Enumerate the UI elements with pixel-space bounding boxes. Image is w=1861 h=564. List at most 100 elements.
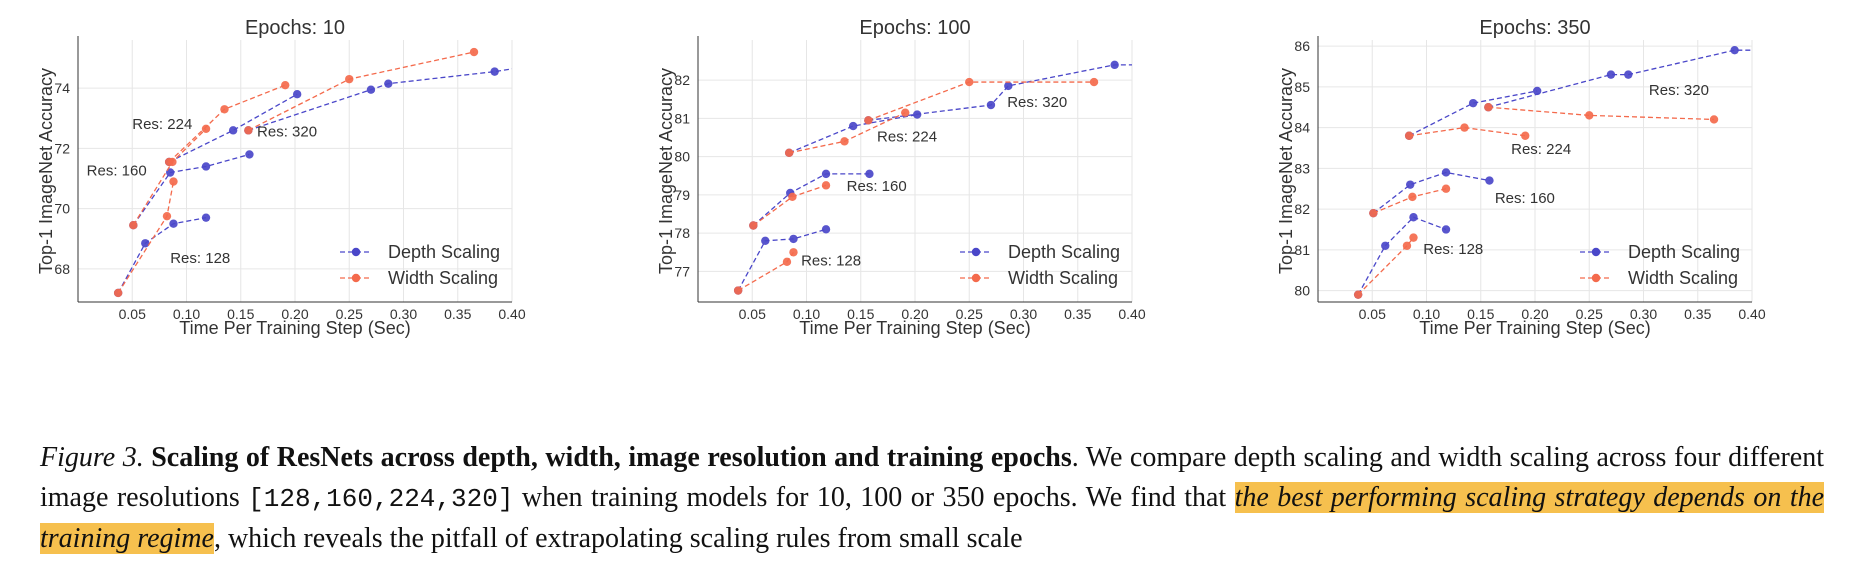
x-tick-label: 0.30 xyxy=(1630,306,1657,322)
depth-data-point xyxy=(201,162,211,171)
x-tick-label: 0.20 xyxy=(1521,306,1548,322)
x-axis-label: Time Per Training Step (Sec) xyxy=(1419,318,1650,338)
x-tick-label: 0.40 xyxy=(498,306,525,322)
x-tick-label: 0.10 xyxy=(1413,306,1440,322)
chart-title: Epochs: 100 xyxy=(859,17,970,39)
width-data-point xyxy=(113,288,123,298)
x-tick-label: 0.35 xyxy=(444,306,471,322)
depth-data-point xyxy=(245,150,254,159)
legend-label-depth: Depth Scaling xyxy=(1628,242,1740,262)
x-tick-label: 0.30 xyxy=(390,306,417,322)
resolution-annotation: Res: 160 xyxy=(87,163,147,180)
width-data-point xyxy=(469,47,479,57)
width-data-point xyxy=(788,192,797,202)
x-tick-label: 0.05 xyxy=(119,306,146,322)
depth-data-point xyxy=(821,225,831,234)
depth-data-point xyxy=(1409,213,1418,222)
chart-title: Epochs: 10 xyxy=(245,17,345,39)
resolution-annotation: Res: 160 xyxy=(1495,190,1555,207)
x-tick-label: 0.35 xyxy=(1064,306,1091,322)
depth-series-line-res-320 xyxy=(1488,49,1752,108)
width-data-point xyxy=(1709,115,1719,124)
width-data-point xyxy=(244,126,253,135)
depth-data-point xyxy=(1406,180,1415,189)
depth-series-line-res-224 xyxy=(1408,90,1538,137)
depth-data-point xyxy=(1485,176,1494,185)
x-tick-label: 0.05 xyxy=(1359,306,1386,322)
y-tick-label: 85 xyxy=(1294,79,1310,95)
chart-title: Epochs: 350 xyxy=(1479,17,1590,39)
width-data-point xyxy=(821,181,831,190)
x-tick-label: 0.25 xyxy=(336,306,363,322)
resolution-annotation: Res: 128 xyxy=(170,250,230,267)
width-data-point xyxy=(864,116,873,125)
width-data-point xyxy=(129,221,138,230)
x-tick-label: 0.40 xyxy=(1738,306,1765,322)
y-tick-label: 81 xyxy=(674,110,690,126)
y-tick-label: 72 xyxy=(54,140,70,156)
depth-data-point xyxy=(1730,45,1739,55)
caption-title: Scaling of ResNets across depth, width, … xyxy=(151,442,1072,473)
depth-series-line-res-224 xyxy=(168,93,298,163)
width-data-point xyxy=(1089,77,1099,87)
legend-label-depth: Depth Scaling xyxy=(388,242,500,262)
width-data-point xyxy=(1441,184,1451,193)
depth-series-line-res-128 xyxy=(117,217,207,294)
legend-label-depth: Depth Scaling xyxy=(1008,242,1120,262)
depth-data-point xyxy=(986,100,996,110)
width-data-point xyxy=(789,248,798,257)
depth-series-line-res-160 xyxy=(132,153,250,226)
legend-label-width: Width Scaling xyxy=(1008,268,1118,288)
resolution-annotation: Res: 320 xyxy=(257,123,317,140)
depth-data-point xyxy=(1110,60,1119,70)
resolution-annotation: Res: 224 xyxy=(132,116,192,133)
depth-data-point xyxy=(1441,225,1451,234)
depth-data-point xyxy=(821,169,831,179)
depth-series-line-res-224 xyxy=(788,113,918,154)
y-tick-label: 80 xyxy=(674,149,690,165)
y-tick-label: 82 xyxy=(1294,201,1310,217)
y-tick-label: 81 xyxy=(1294,242,1310,258)
width-data-point xyxy=(1402,241,1412,250)
y-tick-label: 78 xyxy=(674,225,690,241)
y-tick-label: 82 xyxy=(674,72,690,88)
figure-caption: Figure 3. Scaling of ResNets across dept… xyxy=(40,438,1825,559)
width-data-point xyxy=(749,221,758,230)
width-data-point xyxy=(1353,290,1363,299)
legend-marker-depth xyxy=(971,247,981,257)
depth-series-line-res-320 xyxy=(868,64,1132,121)
width-data-point xyxy=(1369,208,1378,218)
width-data-point xyxy=(1521,131,1530,140)
width-series-line-res-224 xyxy=(1409,126,1526,137)
x-tick-label: 0.35 xyxy=(1684,306,1711,322)
resolution-annotation: Res: 160 xyxy=(847,178,907,195)
y-tick-label: 83 xyxy=(1294,160,1310,176)
depth-series-line-res-128 xyxy=(737,228,827,291)
legend-marker-width xyxy=(971,273,981,283)
depth-data-point xyxy=(789,234,798,244)
depth-series-line-res-160 xyxy=(1372,171,1490,214)
width-data-point xyxy=(164,157,174,167)
depth-data-point xyxy=(490,67,499,76)
x-tick-label: 0.10 xyxy=(173,306,200,322)
y-tick-label: 84 xyxy=(1294,120,1310,136)
y-tick-label: 86 xyxy=(1294,38,1310,54)
depth-data-point xyxy=(292,90,302,99)
resolution-annotation: Res: 128 xyxy=(801,253,861,270)
width-data-point xyxy=(1408,192,1417,202)
width-data-point xyxy=(840,137,849,146)
y-tick-label: 68 xyxy=(54,261,70,277)
resolution-annotation: Res: 224 xyxy=(1511,141,1571,158)
legend-marker-width xyxy=(351,273,361,283)
x-tick-label: 0.15 xyxy=(847,306,874,322)
depth-data-point xyxy=(228,126,238,135)
width-series-line-res-320 xyxy=(1488,106,1715,121)
depth-data-point xyxy=(1624,70,1633,79)
width-data-point xyxy=(901,108,910,117)
x-tick-label: 0.30 xyxy=(1010,306,1037,322)
y-axis-label: Top-1 ImageNet Accuracy xyxy=(36,68,56,274)
chart-epochs-350: 0.05 0.10 0.15 0.20 0.25 0.30 0.35 0.40 80 81 82 83… xyxy=(1276,17,1766,338)
depth-data-point xyxy=(848,121,858,131)
width-data-point xyxy=(784,148,794,158)
resolution-annotation: Res: 320 xyxy=(1649,82,1709,99)
